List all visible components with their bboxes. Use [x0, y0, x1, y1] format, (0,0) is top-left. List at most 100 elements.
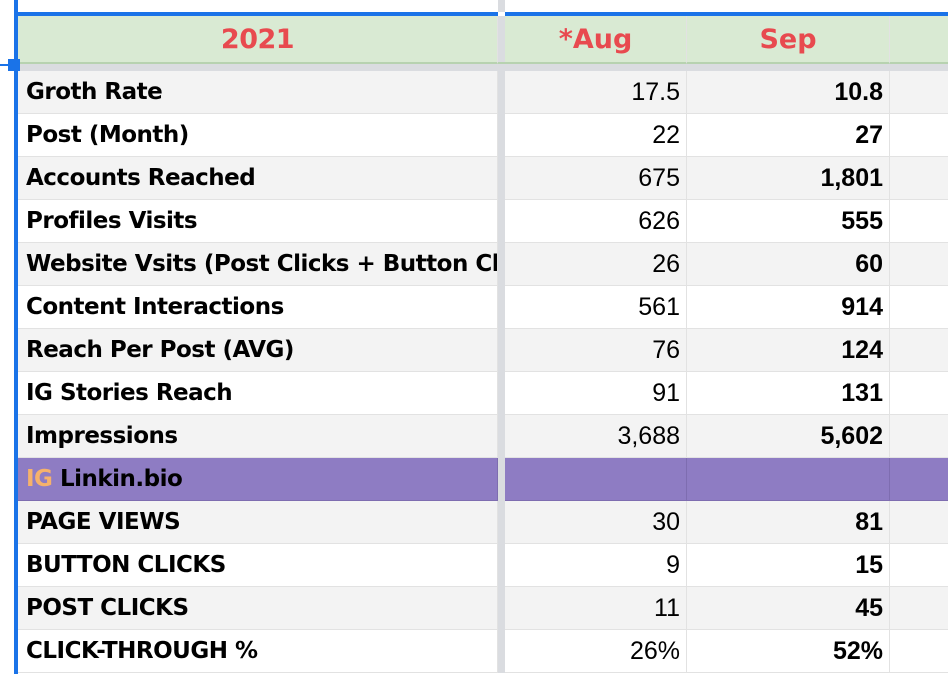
empty-cell[interactable] — [890, 544, 948, 587]
table-row: Post (Month) 22 27 — [18, 114, 948, 157]
table-row: PAGE VIEWS 30 81 — [18, 501, 948, 544]
freeze-row-divider[interactable] — [18, 64, 948, 71]
aug-value[interactable]: 17.5 — [505, 71, 687, 114]
sep-value[interactable]: 555 — [687, 200, 890, 243]
freeze-divider[interactable] — [498, 458, 505, 501]
aug-value[interactable]: 26 — [505, 243, 687, 286]
aug-value[interactable]: 626 — [505, 200, 687, 243]
empty-cell[interactable] — [890, 458, 948, 501]
header-aug[interactable]: *Aug — [505, 16, 687, 64]
table-row: POST CLICKS 11 45 — [18, 587, 948, 630]
freeze-divider[interactable] — [498, 587, 505, 630]
aug-value[interactable]: 22 — [505, 114, 687, 157]
header-row: 2021 *Aug Sep — [18, 16, 948, 64]
empty-cell[interactable] — [890, 71, 948, 114]
freeze-divider[interactable] — [498, 329, 505, 372]
section-label[interactable]: IG Linkin.bio — [18, 458, 498, 501]
freeze-divider[interactable] — [498, 372, 505, 415]
table-row: BUTTON CLICKS 9 15 — [18, 544, 948, 587]
empty-cell[interactable] — [687, 458, 890, 501]
aug-value[interactable]: 30 — [505, 501, 687, 544]
empty-cell[interactable] — [890, 157, 948, 200]
empty-cell[interactable] — [505, 458, 687, 501]
aug-value[interactable]: 561 — [505, 286, 687, 329]
sep-value[interactable]: 131 — [687, 372, 890, 415]
freeze-divider[interactable] — [498, 544, 505, 587]
sep-value[interactable]: 27 — [687, 114, 890, 157]
aug-value[interactable]: 3,688 — [505, 415, 687, 458]
empty-cell[interactable] — [890, 630, 948, 673]
empty-cell[interactable] — [890, 243, 948, 286]
header-next[interactable] — [890, 16, 948, 64]
table-row: CLICK-THROUGH % 26% 52% — [18, 630, 948, 673]
aug-value[interactable]: 675 — [505, 157, 687, 200]
row-label[interactable]: Reach Per Post (AVG) — [18, 329, 498, 372]
empty-cell[interactable] — [890, 587, 948, 630]
freeze-divider[interactable] — [498, 630, 505, 673]
row-label[interactable]: Groth Rate — [18, 71, 498, 114]
table-row: IG Stories Reach 91 131 — [18, 372, 948, 415]
row-label[interactable]: Accounts Reached — [18, 157, 498, 200]
empty-cell[interactable] — [890, 415, 948, 458]
aug-value[interactable]: 91 — [505, 372, 687, 415]
header-sep[interactable]: Sep — [687, 16, 890, 64]
table-row: Accounts Reached 675 1,801 — [18, 157, 948, 200]
selection-border — [505, 12, 948, 16]
empty-cell[interactable] — [890, 286, 948, 329]
aug-value[interactable]: 9 — [505, 544, 687, 587]
row-label[interactable]: IG Stories Reach — [18, 372, 498, 415]
freeze-divider[interactable] — [498, 501, 505, 544]
table-row: Website Vsits (Post Clicks + Button Clic… — [18, 243, 948, 286]
selection-border-left — [14, 12, 18, 674]
selection-drag-handle[interactable] — [8, 59, 20, 71]
section-prefix: IG — [26, 466, 53, 492]
sep-value[interactable]: 10.8 — [687, 71, 890, 114]
empty-cell[interactable] — [890, 329, 948, 372]
sep-value[interactable]: 15 — [687, 544, 890, 587]
freeze-divider[interactable] — [498, 415, 505, 458]
sep-value[interactable]: 52% — [687, 630, 890, 673]
table-row: Content Interactions 561 914 — [18, 286, 948, 329]
freeze-divider[interactable] — [498, 71, 505, 114]
freeze-col-divider-top — [498, 0, 505, 12]
table-row: Impressions 3,688 5,602 — [18, 415, 948, 458]
table-row: Profiles Visits 626 555 — [18, 200, 948, 243]
freeze-divider[interactable] — [498, 16, 505, 64]
aug-value[interactable]: 11 — [505, 587, 687, 630]
sep-value[interactable]: 45 — [687, 587, 890, 630]
empty-cell[interactable] — [890, 372, 948, 415]
aug-value[interactable]: 26% — [505, 630, 687, 673]
row-label[interactable]: PAGE VIEWS — [18, 501, 498, 544]
freeze-divider[interactable] — [498, 286, 505, 329]
sep-value[interactable]: 1,801 — [687, 157, 890, 200]
row-label[interactable]: Website Vsits (Post Clicks + Button Clic… — [18, 243, 498, 286]
sep-value[interactable]: 60 — [687, 243, 890, 286]
empty-cell[interactable] — [890, 200, 948, 243]
sep-value[interactable]: 124 — [687, 329, 890, 372]
selection-handle-line — [0, 64, 10, 66]
section-row-linkin-bio: IG Linkin.bio — [18, 458, 948, 501]
table-row: Reach Per Post (AVG) 76 124 — [18, 329, 948, 372]
section-title: Linkin.bio — [59, 466, 183, 492]
selection-border-top — [14, 0, 18, 12]
row-label[interactable]: CLICK-THROUGH % — [18, 630, 498, 673]
empty-cell[interactable] — [890, 501, 948, 544]
freeze-divider[interactable] — [498, 157, 505, 200]
header-year[interactable]: 2021 — [18, 16, 498, 64]
empty-cell[interactable] — [890, 114, 948, 157]
freeze-divider[interactable] — [498, 114, 505, 157]
freeze-divider[interactable] — [498, 200, 505, 243]
row-label[interactable]: Post (Month) — [18, 114, 498, 157]
row-label[interactable]: POST CLICKS — [18, 587, 498, 630]
table-row: Groth Rate 17.5 10.8 — [18, 71, 948, 114]
sep-value[interactable]: 81 — [687, 501, 890, 544]
sep-value[interactable]: 5,602 — [687, 415, 890, 458]
row-label[interactable]: Profiles Visits — [18, 200, 498, 243]
selection-border — [14, 12, 498, 16]
freeze-divider[interactable] — [498, 243, 505, 286]
aug-value[interactable]: 76 — [505, 329, 687, 372]
row-label[interactable]: Impressions — [18, 415, 498, 458]
row-label[interactable]: BUTTON CLICKS — [18, 544, 498, 587]
row-label[interactable]: Content Interactions — [18, 286, 498, 329]
sep-value[interactable]: 914 — [687, 286, 890, 329]
